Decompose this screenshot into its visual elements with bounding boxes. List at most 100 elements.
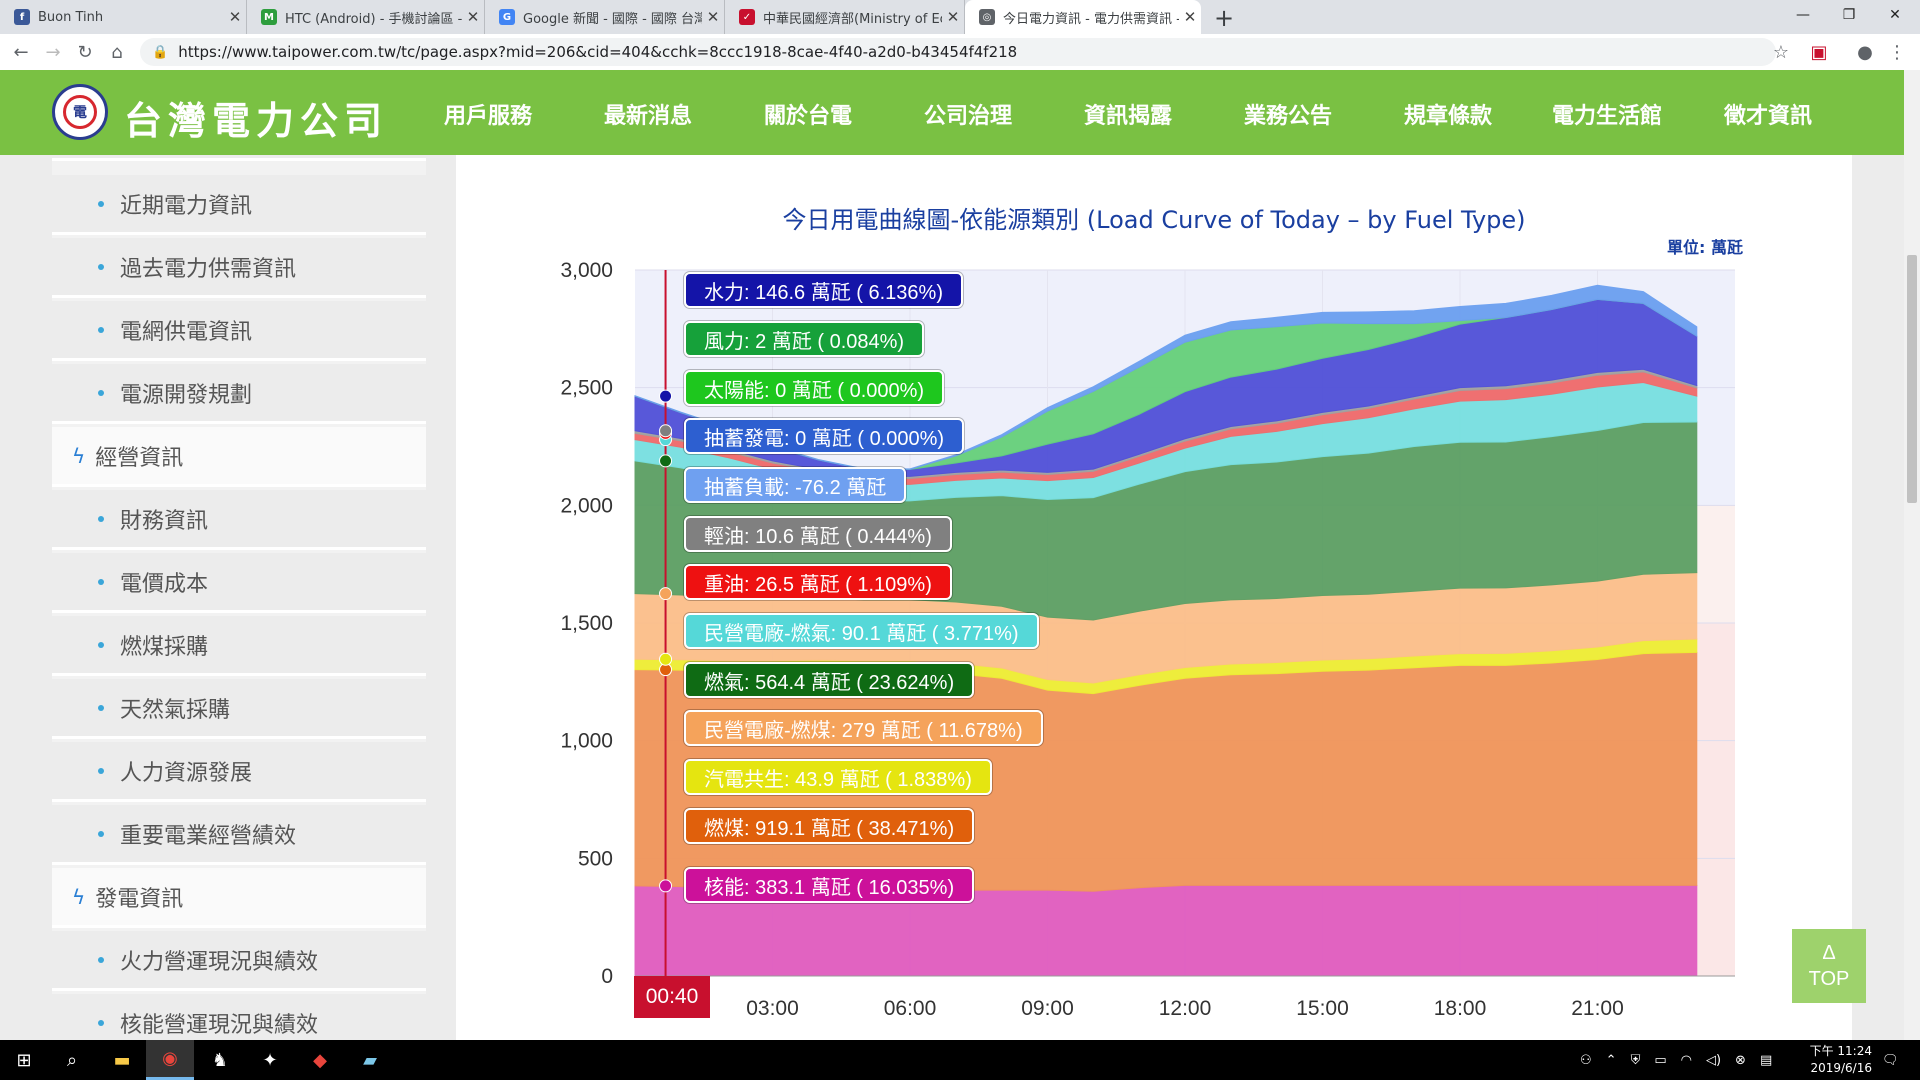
close-tab-icon[interactable]: ✕: [706, 8, 720, 26]
y-tick-label: 3,000: [560, 259, 613, 282]
sidebar-subitem-label: 重要電業經營績效: [120, 823, 297, 849]
bullet-icon: [98, 767, 104, 774]
menu-item[interactable]: 徵才資訊: [1724, 104, 1813, 129]
account-icon[interactable]: ●: [1857, 41, 1873, 63]
close-tab-icon[interactable]: ✕: [946, 8, 960, 26]
battery-icon[interactable]: ▭: [1654, 1052, 1667, 1068]
y-tick-label: 0: [601, 965, 613, 988]
browser-tab[interactable]: f Buon Tinh ✕: [0, 0, 247, 34]
sidebar-subitem[interactable]: 重要電業經營績效: [52, 805, 426, 865]
extension-icon[interactable]: ▣: [1810, 41, 1828, 63]
sidebar-subitem[interactable]: 過去電力供需資訊: [52, 238, 426, 298]
bullet-icon: [98, 389, 104, 396]
x-tick-label: 03:00: [746, 997, 799, 1020]
sidebar-subitem[interactable]: [52, 155, 426, 161]
bullet-icon: [98, 830, 104, 837]
browser-tab[interactable]: M HTC (Android) - 手機討論區 - M ✕: [247, 0, 485, 34]
series-tooltip: 抽蓄發電: 0 萬瓩 ( 0.000%): [684, 418, 965, 454]
windows-start-icon[interactable]: ⊞: [16, 1049, 32, 1071]
menu-item[interactable]: 最新消息: [604, 104, 693, 129]
browser-tab-active[interactable]: ◎ 今日電力資訊 - 電力供需資訊 - 台 ✕: [965, 0, 1201, 34]
x-tick-label: 15:00: [1296, 997, 1349, 1020]
facebook-icon: f: [14, 9, 30, 25]
system-tray[interactable]: ⚇ ⌃ ⛨ ▭ ◠ ◁) ⊗ ▤: [1580, 1040, 1772, 1080]
close-tab-icon[interactable]: ✕: [228, 8, 242, 26]
security-icon[interactable]: ⛨: [1630, 1052, 1641, 1068]
close-tab-icon[interactable]: ✕: [466, 8, 480, 26]
sidebar-subitem[interactable]: 火力營運現況與績效: [52, 931, 426, 991]
sidebar-subitem[interactable]: 電網供電資訊: [52, 301, 426, 361]
browser-tab[interactable]: ✓ 中華民國經濟部(Ministry of Eco ✕: [725, 0, 965, 34]
close-window-icon[interactable]: ✕: [1889, 7, 1901, 23]
back-icon[interactable]: ←: [13, 41, 29, 63]
restore-icon[interactable]: ❐: [1842, 7, 1856, 23]
file-explorer-icon[interactable]: ▬: [113, 1049, 131, 1071]
sidebar-subitem-label: 天然氣採購: [120, 697, 231, 723]
chart-cursor: [659, 270, 673, 976]
sidebar-subitem[interactable]: 近期電力資訊: [52, 175, 426, 235]
site-logo-text[interactable]: 台灣電力公司: [124, 98, 389, 143]
browser-tab[interactable]: G Google 新聞 - 國際 - 國際 台灣 ✕: [485, 0, 725, 34]
sidebar-subitem[interactable]: 人力資源發展: [52, 742, 426, 802]
volume-icon[interactable]: ◁): [1705, 1052, 1722, 1068]
forward-icon[interactable]: →: [45, 41, 61, 63]
tab-title: Google 新聞 - 國際 - 國際 台灣: [523, 11, 702, 27]
menu-item[interactable]: 用戶服務: [444, 104, 533, 129]
chrome-icon[interactable]: ◉: [146, 1040, 194, 1080]
close-tab-icon[interactable]: ✕: [1183, 8, 1197, 26]
sidebar-subitem[interactable]: 財務資訊: [52, 490, 426, 550]
chevron-up-icon[interactable]: ⌃: [1605, 1052, 1617, 1068]
bullet-icon: [98, 704, 104, 711]
notification-icon[interactable]: 🗨: [1882, 1052, 1899, 1068]
menu-item[interactable]: 關於台電: [764, 104, 853, 129]
tab-title: Buon Tinh: [38, 9, 104, 25]
sidebar-section[interactable]: ϟ 經營資訊: [52, 427, 426, 487]
scrollbar-thumb[interactable]: [1907, 255, 1917, 503]
menu-item[interactable]: 規章條款: [1404, 104, 1493, 129]
address-bar[interactable]: 🔒 https://www.taipower.com.tw/tc/page.as…: [140, 38, 1776, 66]
back-to-top-button[interactable]: Δ TOP: [1792, 929, 1866, 1003]
ime-icon[interactable]: ▤: [1759, 1052, 1773, 1068]
sidebar-subitem-label: 電源開發規劃: [120, 382, 253, 408]
series-tooltip: 重油: 26.5 萬瓩 ( 1.109%): [684, 564, 952, 600]
forum-icon: M: [261, 9, 277, 25]
sidebar-subitem-label: 核能營運現況與績效: [120, 1012, 319, 1038]
x-tick-label: 06:00: [884, 997, 937, 1020]
y-tick-label: 1,000: [560, 730, 613, 753]
bookmark-star-icon[interactable]: ☆: [1772, 41, 1790, 63]
tab-title: 中華民國經濟部(Ministry of Eco: [763, 11, 942, 27]
taskbar-clock[interactable]: 下午 11:24 2019/6/16: [1792, 1043, 1872, 1077]
sidebar-subitem-label: 電價成本: [120, 571, 209, 597]
search-icon[interactable]: ⌕: [66, 1049, 78, 1071]
app-icon[interactable]: ◆: [313, 1049, 327, 1071]
menu-icon[interactable]: ⋮: [1888, 41, 1906, 63]
menu-item[interactable]: 業務公告: [1244, 104, 1333, 129]
sidebar-subitem[interactable]: 天然氣採購: [52, 679, 426, 739]
sidebar-section[interactable]: ϟ 發電資訊: [52, 868, 426, 928]
series-tooltip: 風力: 2 萬瓩 ( 0.084%): [684, 321, 925, 357]
new-tab-icon[interactable]: +: [1214, 4, 1235, 32]
wifi-icon[interactable]: ◠: [1680, 1052, 1692, 1068]
sidebar-subitem[interactable]: 燃煤採購: [52, 616, 426, 676]
unit-label: 單位: 萬瓩: [1667, 238, 1743, 257]
menu-item-active[interactable]: 資訊揭露: [1084, 104, 1173, 129]
vertical-scrollbar[interactable]: [1904, 70, 1920, 1040]
app-icon[interactable]: ▰: [363, 1049, 377, 1071]
reload-icon[interactable]: ↻: [77, 41, 93, 63]
cursor-point: [659, 879, 673, 893]
menu-item[interactable]: 公司治理: [924, 104, 1013, 129]
series-tooltip: 水力: 146.6 萬瓩 ( 6.136%): [684, 272, 963, 308]
sidebar-subitem[interactable]: 電價成本: [52, 553, 426, 613]
sidebar-subitem[interactable]: 電源開發規劃: [52, 364, 426, 424]
app-icon[interactable]: ✦: [262, 1049, 278, 1071]
home-icon[interactable]: ⌂: [111, 41, 123, 63]
people-icon[interactable]: ⚇: [1580, 1052, 1592, 1068]
menu-item[interactable]: 電力生活館: [1552, 104, 1663, 129]
status-icon[interactable]: ⊗: [1735, 1052, 1746, 1068]
tab-title: HTC (Android) - 手機討論區 - M: [285, 11, 462, 27]
app-icon[interactable]: ♞: [211, 1049, 229, 1071]
sidebar-subitem[interactable]: 核能營運現況與績效: [52, 994, 426, 1040]
minimize-icon[interactable]: —: [1796, 7, 1810, 23]
taipower-logo[interactable]: 電: [52, 84, 108, 140]
logo-mark: 電: [63, 95, 97, 129]
